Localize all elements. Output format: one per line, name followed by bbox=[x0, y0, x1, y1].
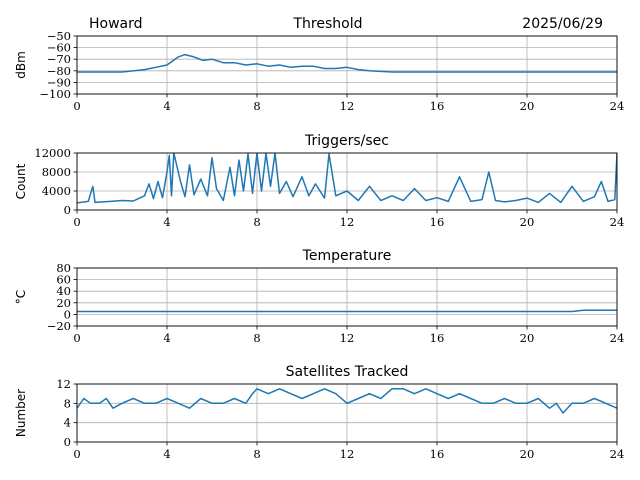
header-title: Threshold bbox=[293, 16, 363, 32]
panel-temperature-ytick-label-3: 40 bbox=[56, 284, 71, 298]
panel-temperature-title: Temperature bbox=[302, 248, 392, 264]
panel-threshold-ytick-label-0: −100 bbox=[39, 87, 71, 101]
panel-triggers-ylabel: Count bbox=[14, 163, 28, 199]
panel-satellites-xtick-label-2: 8 bbox=[253, 447, 260, 461]
panel-triggers-xtick-label-5: 20 bbox=[520, 215, 535, 229]
panel-triggers-xtick-label-2: 8 bbox=[253, 215, 260, 229]
panel-threshold: 0 4 8 12 16 20 24 −100−90−80−70−60−50 dBm bbox=[14, 29, 624, 113]
panel-temperature-ylabel: °C bbox=[14, 290, 28, 304]
panel-triggers-title: Triggers/sec bbox=[304, 133, 389, 149]
panel-satellites-ylabel: Number bbox=[14, 389, 28, 437]
panel-satellites-xtick-label-0: 0 bbox=[73, 447, 80, 461]
panel-satellites-ytick-label-2: 8 bbox=[64, 396, 71, 410]
panel-threshold-ylabel: dBm bbox=[14, 51, 28, 79]
panel-triggers-ytick-label-3: 12000 bbox=[34, 146, 71, 160]
panel-threshold-xtick-label-4: 16 bbox=[430, 99, 445, 113]
panel-temperature-xtick-label-5: 20 bbox=[520, 331, 535, 345]
panel-satellites-title: Satellites Tracked bbox=[286, 364, 409, 380]
panel-satellites-xtick-label-6: 24 bbox=[610, 447, 625, 461]
panel-satellites-xtick-label-4: 16 bbox=[430, 447, 445, 461]
panel-threshold-xtick-label-6: 24 bbox=[610, 99, 625, 113]
panel-threshold-xtick-label-2: 8 bbox=[253, 99, 260, 113]
panel-temperature-ytick-label-4: 60 bbox=[56, 273, 71, 287]
panel-triggers: 0 4 8 12 16 20 24 0 4000 8000 12000 Count Triggers/s… bbox=[14, 133, 624, 229]
panel-temperature-xtick-label-6: 24 bbox=[610, 331, 625, 345]
panel-temperature-ytick-label-0: −20 bbox=[47, 319, 71, 333]
panel-triggers-ytick-label-0: 0 bbox=[64, 203, 71, 217]
panel-satellites-ytick-label-3: 12 bbox=[56, 377, 71, 391]
station-name: Howard bbox=[89, 16, 143, 32]
panel-temperature-ytick-label-2: 20 bbox=[56, 296, 71, 310]
panel-temperature-ytick-label-5: 80 bbox=[56, 261, 71, 275]
panel-temperature-xtick-label-1: 4 bbox=[163, 331, 170, 345]
panel-satellites-ytick-label-1: 4 bbox=[64, 416, 71, 430]
panel-threshold-ytick-label-4: −60 bbox=[47, 41, 71, 55]
panel-threshold-xtick-label-1: 4 bbox=[163, 99, 170, 113]
panel-triggers-series-line bbox=[77, 153, 617, 204]
panel-satellites-series-line bbox=[77, 388, 617, 414]
panel-threshold-ytick-label-3: −70 bbox=[47, 52, 71, 66]
panel-threshold-xtick-label-0: 0 bbox=[73, 99, 80, 113]
panel-triggers-xtick-label-0: 0 bbox=[73, 215, 80, 229]
panel-satellites: 0 4 8 12 16 20 24 0 4 8 12 Number Satellites Tracked bbox=[14, 364, 624, 461]
panel-triggers-xtick-label-1: 4 bbox=[163, 215, 170, 229]
panel-triggers-xtick-label-6: 24 bbox=[610, 215, 625, 229]
panel-threshold-series-line bbox=[77, 53, 617, 73]
panel-triggers-xtick-label-3: 12 bbox=[340, 215, 355, 229]
panel-satellites-xtick-label-1: 4 bbox=[163, 447, 170, 461]
panel-temperature-xtick-label-2: 8 bbox=[253, 331, 260, 345]
panel-temperature-ytick-label-1: 0 bbox=[64, 307, 71, 321]
panel-triggers-xtick-label-4: 16 bbox=[430, 215, 445, 229]
panel-temperature-xtick-label-3: 12 bbox=[340, 331, 355, 345]
panel-temperature-xtick-label-4: 16 bbox=[430, 331, 445, 345]
panel-threshold-ytick-label-2: −80 bbox=[47, 64, 71, 78]
panel-satellites-xtick-label-5: 20 bbox=[520, 447, 535, 461]
panel-threshold-xtick-label-3: 12 bbox=[340, 99, 355, 113]
panel-temperature-xtick-label-0: 0 bbox=[73, 331, 80, 345]
date-label: 2025/06/29 bbox=[522, 16, 603, 32]
panel-threshold-xtick-label-5: 20 bbox=[520, 99, 535, 113]
panel-threshold-ytick-label-1: −90 bbox=[47, 75, 71, 89]
panel-threshold-ytick-label-5: −50 bbox=[47, 29, 71, 43]
panel-temperature-series-line bbox=[77, 309, 617, 313]
panel-satellites-ytick-label-0: 0 bbox=[64, 435, 71, 449]
panel-triggers-ytick-label-2: 8000 bbox=[42, 165, 71, 179]
panel-satellites-xtick-label-3: 12 bbox=[340, 447, 355, 461]
panel-triggers-ytick-label-1: 4000 bbox=[42, 184, 71, 198]
